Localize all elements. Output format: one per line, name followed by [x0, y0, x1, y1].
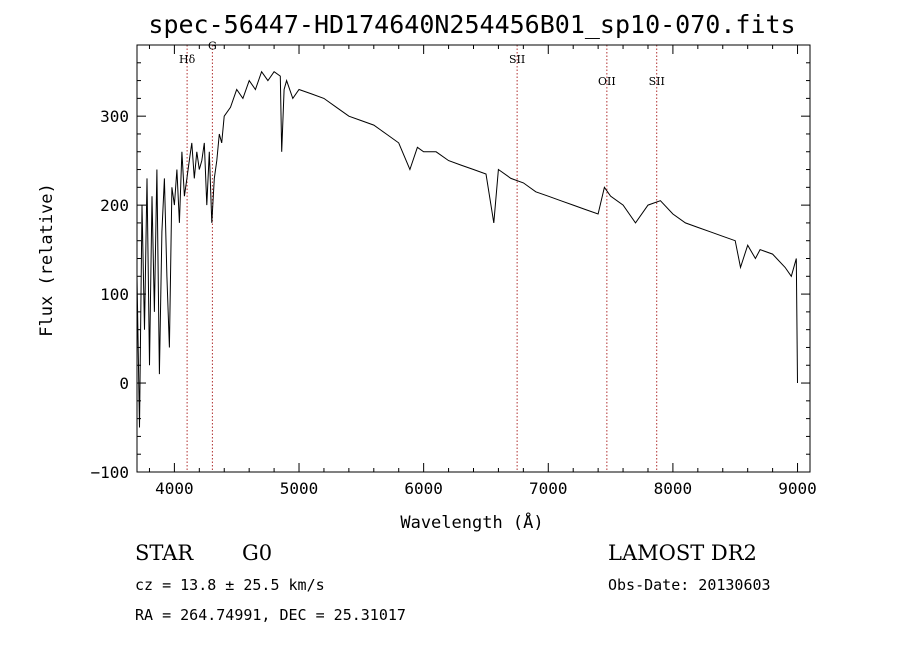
x-tick-label-4: 8000	[654, 479, 693, 498]
line-marker-label-2: SII	[509, 53, 525, 66]
chart-title: spec-56447-HD174640N254456B01_sp10-070.f…	[148, 10, 795, 39]
y-tick-label-3: 200	[100, 196, 129, 215]
y-axis-label: Flux (relative)	[37, 183, 57, 337]
line-marker-label-3: OII	[598, 75, 616, 88]
spectrum-series-0	[136, 70, 798, 428]
y-tick-label-0: −100	[90, 463, 129, 482]
x-tick-label-2: 6000	[404, 479, 443, 498]
plot-frame	[136, 44, 811, 473]
axis-ticks: 4000 5000 6000 7000 8000 9000 −100 0 100 200 300	[90, 44, 817, 498]
x-tick-label-3: 7000	[529, 479, 568, 498]
survey-name: LAMOST DR2	[608, 541, 757, 565]
obs-date: Obs-Date: 20130603	[608, 576, 771, 594]
coordinates-readout: RA = 264.74991, DEC = 25.31017	[135, 606, 406, 624]
plot-area: Hδ G SII OII SII	[136, 39, 798, 472]
spectral-subclass: G0	[242, 541, 272, 565]
redshift-readout: cz = 13.8 ± 25.5 km/s	[135, 576, 325, 594]
line-marker-label-0: Hδ	[179, 53, 196, 66]
x-axis-label: Wavelength (Å)	[400, 511, 543, 533]
x-tick-label-1: 5000	[280, 479, 319, 498]
x-tick-label-5: 9000	[778, 479, 817, 498]
y-tick-label-2: 100	[100, 285, 129, 304]
object-class: STAR	[135, 541, 194, 565]
y-tick-label-4: 300	[100, 107, 129, 126]
line-marker-label-1: G	[208, 39, 217, 52]
x-tick-label-0: 4000	[155, 479, 194, 498]
line-marker-label-4: SII	[649, 75, 665, 88]
y-tick-label-1: 0	[119, 374, 129, 393]
